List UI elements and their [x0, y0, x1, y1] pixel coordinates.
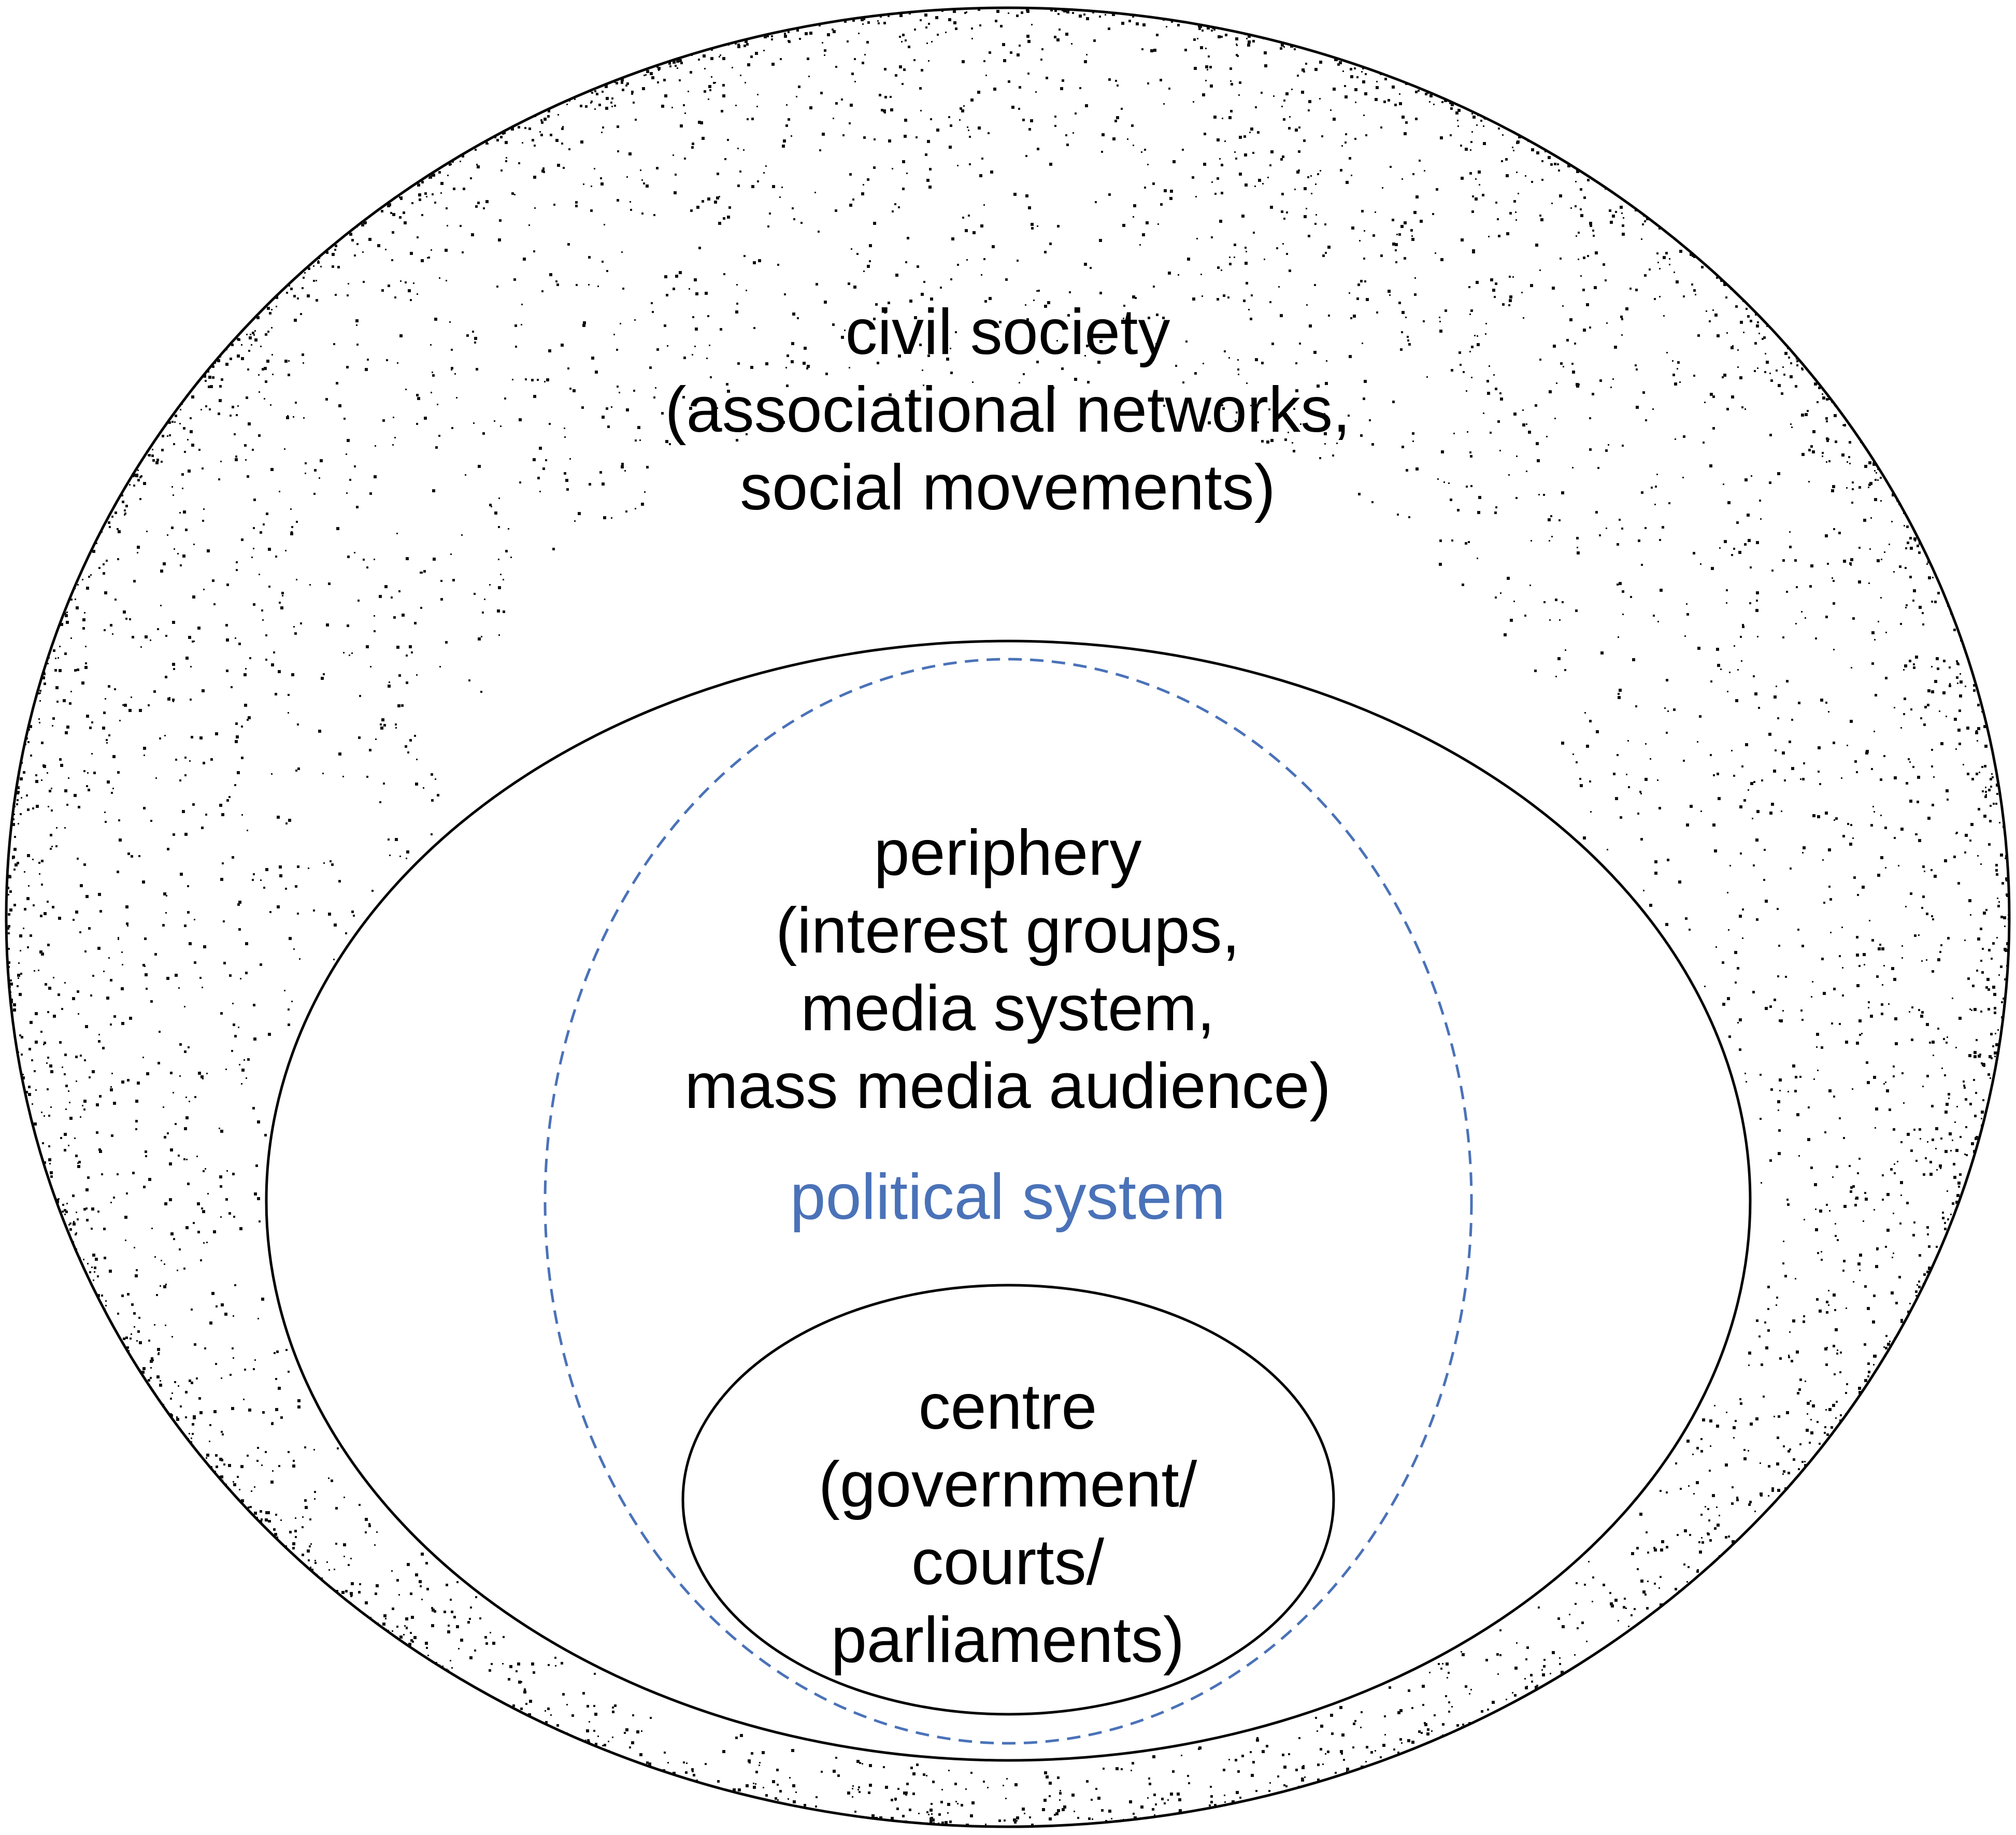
centre-line-2: courts/ [911, 1527, 1105, 1598]
civil-society-line-2: social movements) [740, 452, 1276, 523]
periphery-line-2: media system, [800, 973, 1214, 1044]
periphery-title: periphery [874, 817, 1142, 889]
periphery-line-1: (interest groups, [776, 895, 1240, 966]
civil-society-ellipse-outline [5, 6, 2011, 1828]
centre-line-1: (government/ [819, 1449, 1197, 1520]
periphery-ellipse [265, 639, 1752, 1762]
political-system-label: political system [790, 1161, 1226, 1233]
centre-ellipse [681, 1284, 1335, 1716]
civil-society-title: civil society [845, 296, 1170, 368]
political-system-boundary [544, 658, 1473, 1745]
centre-title: centre [919, 1371, 1097, 1443]
civil-society-line-1: (associational networks, [665, 374, 1350, 446]
centre-line-3: parliaments) [831, 1604, 1184, 1676]
periphery-line-3: mass media audience) [684, 1050, 1331, 1122]
